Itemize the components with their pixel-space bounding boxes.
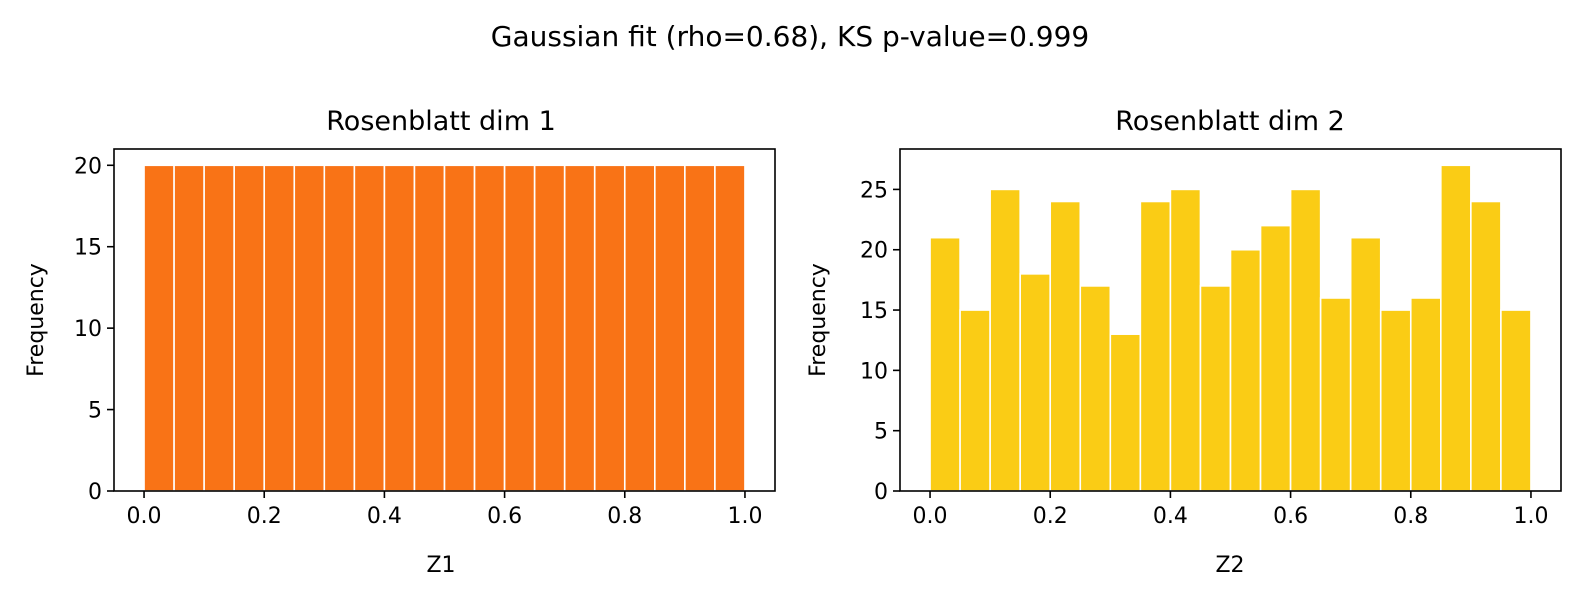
subplot-2-bar (1139, 200, 1172, 492)
subplot-2-ytick-label: 15 (860, 299, 888, 324)
subplot-2-bar (929, 236, 961, 492)
subplot-1-bar (203, 164, 235, 492)
subplot-2-xlabel: Z2 (1215, 553, 1244, 578)
subplot-2-ytick-label: 0 (874, 480, 888, 505)
subplot-1-ytick-label: 0 (88, 480, 102, 505)
figure-title: Gaussian fit (rho=0.68), KS p-value=0.99… (491, 20, 1090, 53)
subplot-1-xtick-label: 0.2 (247, 504, 282, 529)
subplot-1-ytick-label: 5 (88, 399, 102, 424)
subplot-2: Rosenblatt dim 2 0.0 0.2 0.4 0.6 0.8 1.0 0 5 10… (806, 106, 1562, 578)
subplot-1-bar (353, 164, 386, 492)
subplot-1-bar (443, 164, 476, 492)
subplot-1-y-axis: 0 5 10 15 20 (74, 154, 114, 505)
subplot-2-bar (1470, 200, 1502, 492)
subplot-1-bar (684, 164, 716, 492)
subplot-2-bar (1409, 297, 1442, 492)
subplot-2-title: Rosenblatt dim 2 (1115, 106, 1345, 137)
subplot-1-bar (563, 164, 596, 492)
subplot-1-title: Rosenblatt dim 1 (326, 106, 556, 137)
subplot-2-xtick-label: 0.4 (1153, 504, 1188, 529)
subplot-1-ytick-label: 15 (74, 236, 102, 261)
subplot-2-ytick-label: 10 (860, 359, 888, 384)
subplot-1-bar (473, 164, 506, 492)
subplot-1-bar (593, 164, 626, 492)
subplot-2-y-axis: 0 5 10 15 20 25 (860, 178, 900, 505)
subplot-1-xtick-label: 0.0 (127, 504, 162, 529)
subplot-2-xtick-label: 0.8 (1393, 504, 1428, 529)
subplot-1-bar (143, 164, 175, 492)
subplot-2-bar (1349, 236, 1382, 492)
subplot-1-bar (293, 164, 326, 492)
subplot-1-bars (143, 164, 746, 492)
subplot-2-bar (1319, 297, 1352, 492)
subplot-2-xtick-label: 0.6 (1273, 504, 1308, 529)
subplot-1-xtick-label: 0.8 (607, 504, 642, 529)
subplot-2-bar (1109, 333, 1142, 492)
subplot-2-x-axis: 0.0 0.2 0.4 0.6 0.8 1.0 (913, 491, 1548, 529)
subplot-2-xtick-label: 0.2 (1033, 504, 1068, 529)
subplot-2-bar (1229, 248, 1262, 492)
subplot-2-frame (899, 148, 1562, 492)
subplot-1-bar (323, 164, 356, 492)
subplot-2-xtick-label: 0.0 (913, 504, 948, 529)
subplot-2-bar (959, 309, 991, 492)
subplot-1-x-axis: 0.0 0.2 0.4 0.6 0.8 1.0 (127, 491, 762, 529)
subplot-1-bar (503, 164, 536, 492)
subplot-1-xtick-label: 0.6 (487, 504, 522, 529)
subplot-2-xtick-label: 1.0 (1513, 504, 1548, 529)
subplot-2-ytick-label: 5 (874, 420, 888, 445)
subplot-2-bar (989, 188, 1021, 492)
subplot-2-bar (1049, 200, 1082, 492)
subplot-2-bar (1500, 309, 1532, 492)
subplot-1-bar (533, 164, 566, 492)
subplot-1-ytick-label: 10 (74, 317, 102, 342)
subplot-1-bar (714, 164, 746, 492)
subplot-1-xtick-label: 1.0 (727, 504, 762, 529)
subplot-1-bar (413, 164, 446, 492)
subplot-1-bar (173, 164, 205, 492)
subplot-1-bar (623, 164, 656, 492)
subplot-1-frame (113, 148, 776, 492)
subplot-2-ylabel: Frequency (806, 263, 831, 377)
subplot-1-bar (233, 164, 266, 492)
subplot-2-bar (1199, 285, 1232, 492)
subplot-2-ytick-label: 20 (860, 239, 888, 264)
subplot-2-bars (929, 164, 1532, 492)
subplot-2-bar (1169, 188, 1202, 492)
subplot-1-ytick-label: 20 (74, 154, 102, 179)
subplot-1-ylabel: Frequency (24, 263, 49, 377)
subplot-1-xtick-label: 0.4 (367, 504, 402, 529)
subplot-2-bar (1289, 188, 1322, 492)
subplot-2-ytick-label: 25 (860, 178, 888, 203)
subplot-1: Rosenblatt dim 1 0.0 0.2 0.4 0.6 0.8 1.0 0 5 10… (24, 106, 776, 578)
subplot-1-bar (654, 164, 686, 492)
subplot-1-bar (263, 164, 296, 492)
subplot-2-bar (1019, 273, 1052, 492)
subplot-1-bar (383, 164, 416, 492)
subplot-2-bar (1259, 224, 1292, 492)
subplot-2-bar (1440, 164, 1472, 492)
subplot-1-xlabel: Z1 (426, 553, 455, 578)
subplot-2-bar (1079, 285, 1112, 492)
subplot-2-bar (1379, 309, 1412, 492)
